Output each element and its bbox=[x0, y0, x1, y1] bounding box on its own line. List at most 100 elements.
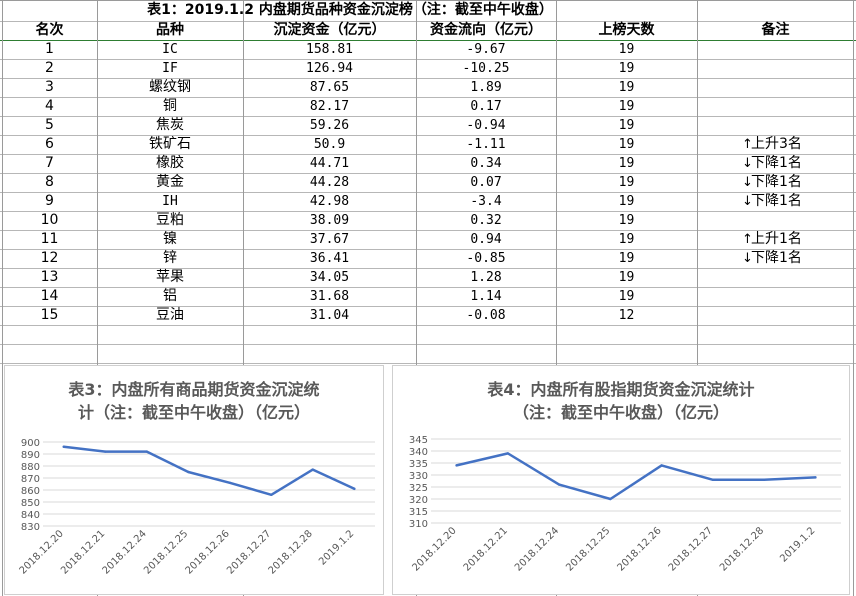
y-tick-label: 320 bbox=[409, 495, 428, 506]
days-cell: 19 bbox=[618, 232, 635, 247]
note-cell: ↓下降1名 bbox=[742, 173, 802, 192]
data-point bbox=[455, 464, 458, 467]
rank-cell: 9 bbox=[45, 193, 54, 209]
name-cell: 豆粕 bbox=[156, 212, 184, 228]
note-text: 下降1名 bbox=[751, 174, 802, 190]
flow-cell: -0.08 bbox=[466, 308, 506, 323]
data-point bbox=[145, 450, 148, 453]
x-tick-label: 2019.1.2 bbox=[778, 525, 817, 564]
x-tick-label: 2018.12.24 bbox=[513, 525, 561, 573]
name-cell: IF bbox=[162, 61, 178, 76]
funds-cell: 36.41 bbox=[309, 251, 350, 266]
note-cell: ↓下降1名 bbox=[742, 249, 802, 268]
data-point bbox=[711, 478, 715, 481]
flow-cell: 0.32 bbox=[470, 213, 502, 228]
funds-cell: 37.67 bbox=[309, 232, 350, 247]
data-point bbox=[187, 470, 190, 474]
series-line bbox=[455, 452, 817, 501]
note-cell: ↓下降1名 bbox=[742, 154, 802, 173]
data-point bbox=[353, 487, 356, 490]
flow-cell: -3.4 bbox=[470, 194, 502, 209]
note-text: 下降1名 bbox=[751, 250, 802, 266]
funds-cell: 82.17 bbox=[309, 99, 350, 114]
name-cell: 黄金 bbox=[156, 174, 184, 190]
rank-cell: 3 bbox=[45, 79, 54, 95]
funds-cell: 44.28 bbox=[309, 175, 350, 190]
name-cell: 豆油 bbox=[156, 307, 184, 323]
funds-cell: 44.71 bbox=[309, 156, 350, 171]
x-tick-label: 2018.12.28 bbox=[267, 528, 315, 576]
name-cell: 铜 bbox=[163, 98, 177, 114]
flow-cell: 0.34 bbox=[470, 156, 502, 171]
flow-cell: 0.17 bbox=[470, 99, 502, 114]
note-cell: ↑上升1名 bbox=[742, 230, 802, 249]
column-header: 上榜天数 bbox=[598, 22, 655, 38]
name-cell: 锌 bbox=[163, 250, 177, 266]
rank-cell: 11 bbox=[40, 231, 59, 247]
days-cell: 19 bbox=[618, 194, 635, 209]
rank-cell: 13 bbox=[40, 269, 59, 285]
chart-title-line-2: 计（注：截至中午收盘）（亿元） bbox=[77, 403, 310, 422]
y-tick-label: 860 bbox=[21, 486, 40, 497]
arrow-down-icon: ↓ bbox=[742, 156, 753, 171]
data-point bbox=[270, 493, 273, 496]
x-tick-label: 2018.12.21 bbox=[462, 525, 510, 573]
column-header: 资金流向（亿元） bbox=[430, 22, 542, 38]
flow-cell: 1.89 bbox=[470, 80, 502, 95]
funds-cell: 126.94 bbox=[306, 61, 353, 76]
rank-cell: 5 bbox=[45, 117, 54, 133]
data-point bbox=[814, 476, 817, 479]
flow-cell: -0.85 bbox=[466, 251, 506, 266]
rank-cell: 7 bbox=[45, 155, 54, 171]
flow-cell: 0.94 bbox=[470, 232, 502, 247]
name-cell: 镍 bbox=[163, 231, 177, 247]
y-tick-label: 335 bbox=[409, 459, 428, 470]
x-tick-label: 2018.12.25 bbox=[564, 525, 612, 573]
column-header: 备注 bbox=[761, 22, 790, 38]
name-cell: IC bbox=[162, 42, 178, 57]
funds-cell: 31.04 bbox=[309, 308, 350, 323]
x-tick-label: 2018.12.26 bbox=[615, 525, 663, 573]
days-cell: 19 bbox=[618, 289, 635, 304]
rank-cell: 4 bbox=[45, 98, 54, 114]
name-cell: 焦炭 bbox=[156, 117, 184, 133]
flow-cell: -10.25 bbox=[462, 61, 510, 76]
y-tick-label: 830 bbox=[21, 522, 40, 533]
days-cell: 19 bbox=[618, 175, 635, 190]
name-cell: 橡胶 bbox=[156, 155, 184, 171]
flow-cell: -1.11 bbox=[466, 137, 506, 152]
data-point bbox=[228, 481, 231, 484]
column-header: 名次 bbox=[35, 22, 64, 38]
name-cell: 螺纹钢 bbox=[149, 79, 191, 95]
data-point bbox=[62, 445, 65, 448]
name-cell: IH bbox=[162, 194, 178, 209]
rank-cell: 15 bbox=[40, 307, 59, 323]
funds-cell: 42.98 bbox=[309, 194, 350, 209]
note-cell: ↑上升3名 bbox=[742, 135, 802, 154]
days-cell: 19 bbox=[618, 80, 635, 95]
note-text: 上升1名 bbox=[751, 231, 802, 247]
funds-cell: 34.05 bbox=[309, 270, 350, 285]
y-tick-label: 315 bbox=[409, 507, 428, 518]
commodity-funds-chart: 表3：内盘所有商品期货资金沉淀统 计（注：截至中午收盘）（亿元） 830 840 8… bbox=[4, 365, 384, 595]
y-tick-label: 340 bbox=[409, 447, 428, 458]
series-line bbox=[62, 445, 356, 497]
y-tick-label: 310 bbox=[409, 519, 428, 530]
days-cell: 19 bbox=[618, 61, 635, 76]
funds-cell: 31.68 bbox=[309, 289, 350, 304]
y-tick-label: 840 bbox=[21, 510, 40, 521]
commodity-funds-plot: 8308408508608708808909002018.12.202018.1… bbox=[18, 438, 375, 577]
y-tick-label: 330 bbox=[409, 471, 428, 482]
rank-cell: 10 bbox=[40, 212, 59, 228]
arrow-down-icon: ↓ bbox=[742, 175, 753, 190]
y-tick-label: 880 bbox=[21, 462, 40, 473]
days-cell: 19 bbox=[618, 99, 635, 114]
column-header: 品种 bbox=[156, 22, 184, 38]
y-tick-label: 345 bbox=[409, 435, 428, 446]
index-funds-chart: 表4：内盘所有股指期货资金沉淀统计 （注：截至中午收盘）（亿元） 310 315 3… bbox=[392, 365, 850, 595]
flow-cell: -0.94 bbox=[466, 118, 506, 133]
chart-title-line-1: 表4：内盘所有股指期货资金沉淀统计 bbox=[487, 380, 755, 399]
flow-cell: 0.07 bbox=[470, 175, 502, 190]
rank-cell: 1 bbox=[45, 41, 54, 57]
